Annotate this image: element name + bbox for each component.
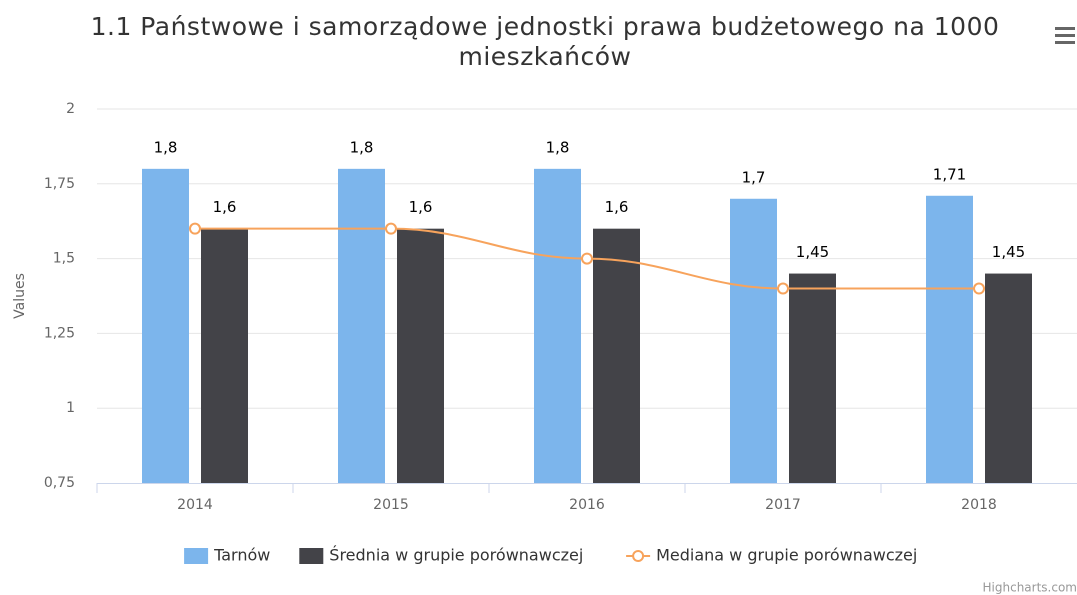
menu-button[interactable] <box>1055 27 1075 44</box>
menu-bar <box>1055 41 1075 44</box>
x-tick-label: 2014 <box>177 497 213 513</box>
y-tick-label: 1,25 <box>44 325 75 341</box>
data-label: 1,8 <box>350 138 374 156</box>
legend-item[interactable]: Średnia w grupie porównawczej <box>299 546 583 565</box>
y-tick-label: 1,5 <box>53 251 75 267</box>
y-axis-label: Values <box>12 273 28 319</box>
credits: Highcharts.com <box>983 581 1077 595</box>
bar <box>730 198 777 483</box>
bar <box>201 228 248 483</box>
bar <box>926 195 973 483</box>
y-tick-label: 0,75 <box>44 475 75 491</box>
line-marker <box>581 252 593 265</box>
legend-label: Tarnów <box>213 546 270 565</box>
data-label: 1,6 <box>213 198 237 216</box>
data-label: 1,6 <box>605 198 629 216</box>
legend-item[interactable]: Tarnów <box>184 546 270 565</box>
legend-item[interactable]: Mediana w grupie porównawczej <box>626 546 917 565</box>
legend-label: Średnia w grupie porównawczej <box>329 546 583 565</box>
x-tick-label: 2017 <box>765 497 801 513</box>
legend-symbol <box>632 550 645 562</box>
bar <box>534 168 581 483</box>
data-label: 1,8 <box>546 138 570 156</box>
line-marker <box>385 222 397 235</box>
line-marker <box>973 282 985 295</box>
legend-label: Mediana w grupie porównawczej <box>656 546 917 565</box>
line-marker <box>777 282 789 295</box>
x-tick-label: 2016 <box>569 497 605 513</box>
line-marker <box>189 222 201 235</box>
data-label: 1,45 <box>992 243 1025 261</box>
bar <box>985 273 1032 483</box>
bar <box>338 168 385 483</box>
legend-symbol <box>299 548 324 564</box>
bar <box>593 228 640 483</box>
y-tick-label: 2 <box>66 101 75 117</box>
x-tick-label: 2015 <box>373 497 409 513</box>
chart-title: 1.1 Państwowe i samorządowe jednostki pr… <box>90 12 1000 71</box>
data-label: 1,45 <box>796 243 829 261</box>
data-label: 1,8 <box>154 138 178 156</box>
y-tick-label: 1,75 <box>44 176 75 192</box>
legend-symbol <box>184 548 209 564</box>
data-label: 1,71 <box>933 165 966 183</box>
menu-bar <box>1055 34 1075 37</box>
bar <box>789 273 836 483</box>
menu-bar <box>1055 27 1075 30</box>
data-label: 1,7 <box>742 168 766 186</box>
x-tick-label: 2018 <box>961 497 997 513</box>
bar <box>142 168 189 483</box>
y-tick-label: 1 <box>66 400 75 416</box>
bar <box>397 228 444 483</box>
data-label: 1,6 <box>409 198 433 216</box>
